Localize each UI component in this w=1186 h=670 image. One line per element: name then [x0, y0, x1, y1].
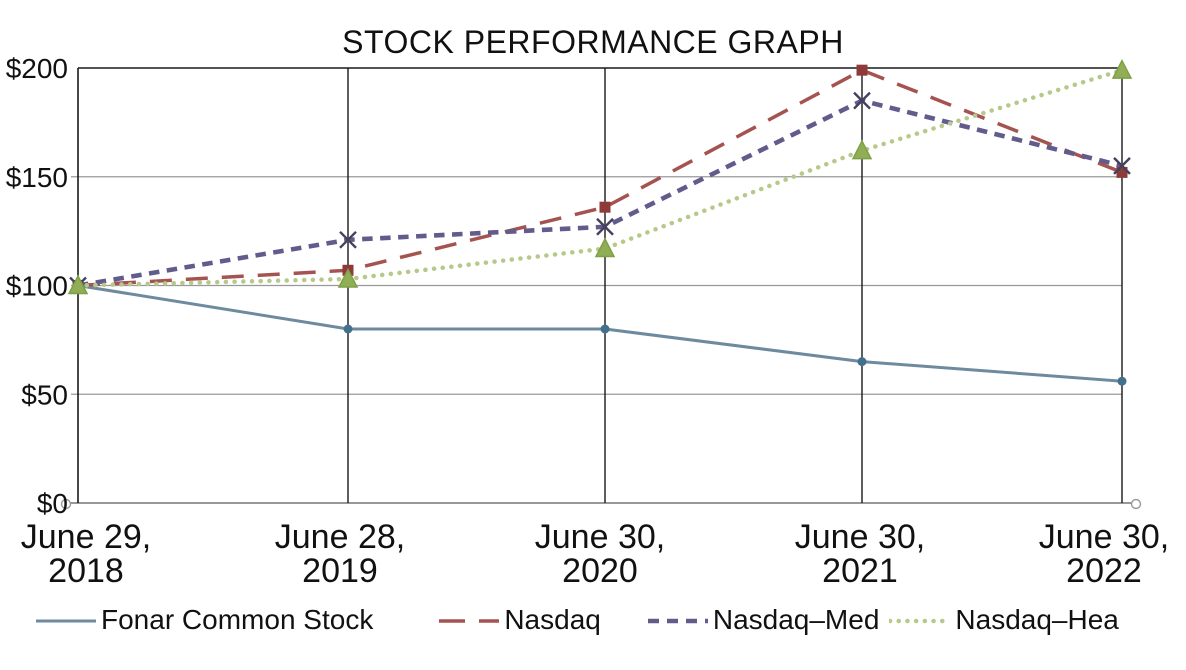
x-axis-labels: June 29, 2018 June 28, 2019 June 30, 2020 June… [21, 518, 1169, 590]
marker-nasdaq-hea-1 [337, 267, 359, 288]
marker-fonar-common-stock-2 [600, 324, 610, 334]
chart-plot-area: $0 $50 $100 $150 $200 June 29, 2018 June 28, 201… [6, 53, 1170, 590]
series-markers [67, 59, 1133, 386]
marker-fonar-common-stock-4 [1117, 376, 1127, 386]
legend-swatch-nasdaq-med-icon [647, 618, 708, 624]
legend-label: Nasdaq–Hea [955, 604, 1119, 635]
legend-item-nasdaq: Nasdaq [438, 604, 601, 636]
y-tick-label: $0 [37, 488, 68, 519]
y-tick-label: $200 [6, 53, 68, 84]
legend-swatch-nasdaq-hea-icon [889, 618, 952, 624]
x-tick-label: June 28, 2019 [275, 518, 405, 590]
y-tick-label: $150 [6, 162, 68, 193]
marker-nasdaq-hea-2 [594, 237, 616, 258]
marker-nasdaq-med-3 [853, 91, 871, 110]
marker-nasdaq-med-4-stroke [1113, 157, 1131, 175]
x-tick-label: June 30, 2021 [795, 518, 925, 590]
marker-nasdaq-med-3-stroke [853, 91, 871, 110]
marker-nasdaq-hea-4 [1111, 59, 1133, 79]
x-tick-label: June 29, 2018 [21, 518, 151, 590]
y-tick-label: $100 [6, 271, 68, 302]
series-line-nasdaq-med [77, 98, 1123, 288]
legend-swatch-nasdaq-icon [439, 619, 500, 623]
legend-item-nasdaq-hea: Nasdaq–Hea [889, 604, 1119, 636]
zero-line-end-marker-icon [1130, 498, 1142, 510]
legend-swatch-fonar-common-stock-icon [36, 619, 96, 623]
marker-nasdaq-2 [599, 201, 611, 213]
x-tick-label: June 30, 2022 [1039, 518, 1169, 590]
marker-nasdaq-3 [856, 64, 868, 76]
chart-title: STOCK PERFORMANCE GRAPH [342, 24, 844, 60]
marker-nasdaq-med-1 [339, 230, 357, 249]
marker-nasdaq-med-2 [596, 217, 614, 236]
legend-item-nasdaq-med: Nasdaq–Med [647, 604, 880, 636]
legend-item-fonar-common-stock: Fonar Common Stock [35, 604, 373, 636]
marker-nasdaq-med-1-stroke [339, 230, 357, 249]
x-tick-label: June 30, 2020 [535, 518, 665, 590]
legend-label: Fonar Common Stock [101, 604, 374, 635]
gridlines [60, 67, 1142, 510]
series-lines [75, 67, 1125, 383]
zero-line-end-marker-icon [60, 498, 72, 510]
marker-fonar-common-stock-1 [343, 324, 353, 334]
series-line-nasdaq [77, 68, 1123, 288]
y-tick-label: $50 [21, 379, 68, 410]
marker-nasdaq-med-4 [1113, 157, 1131, 175]
series-line-fonar-common-stock [77, 284, 1123, 383]
chart-legend: Fonar Common Stock Nasdaq Nasdaq–Med Nasdaq… [0, 594, 1186, 646]
y-axis-labels: $0 $50 $100 $150 $200 [6, 53, 68, 519]
marker-nasdaq-hea-0 [67, 274, 89, 295]
legend-label: Nasdaq [504, 604, 601, 635]
marker-nasdaq-med-2-stroke [596, 217, 614, 236]
marker-nasdaq-4 [1116, 166, 1128, 178]
marker-nasdaq-hea-3 [851, 139, 873, 160]
marker-fonar-common-stock-3 [857, 357, 867, 367]
legend-label: Nasdaq–Med [712, 604, 880, 635]
